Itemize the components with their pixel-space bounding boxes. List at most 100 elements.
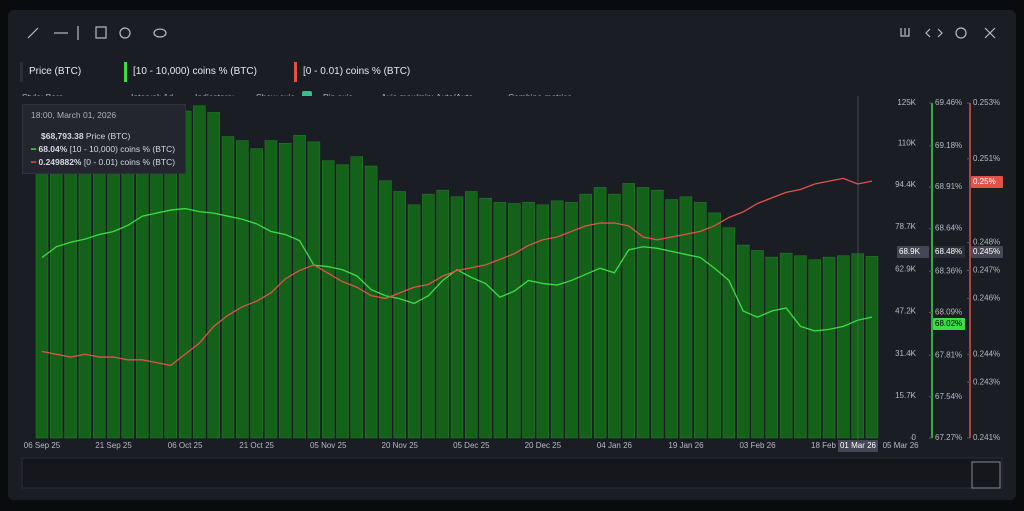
y-tick-label: 94.4K — [895, 180, 917, 189]
bar — [522, 201, 535, 439]
tab[interactable]: Price (BTC) — [20, 62, 81, 82]
y-tick-label: 68.91% — [935, 182, 962, 191]
bar — [107, 129, 120, 439]
bar — [765, 256, 779, 439]
bar — [679, 196, 693, 439]
y-tick-label: 0.241% — [973, 433, 1000, 442]
bar — [493, 201, 507, 439]
bar — [736, 244, 750, 439]
bar — [550, 200, 564, 439]
bar — [321, 160, 335, 439]
bar — [436, 189, 449, 439]
axis-marker — [933, 318, 965, 330]
tooltip-value: $68,793.38 — [41, 131, 84, 141]
y-tick-label: 68.36% — [935, 266, 962, 275]
bar — [350, 156, 364, 439]
y-tick-label: 68.09% — [935, 308, 962, 317]
tooltip-series: [0 - 0.01) coins % (BTC) — [83, 157, 176, 167]
bar — [422, 193, 435, 439]
bar — [379, 180, 392, 439]
x-tick-label: 06 Oct 25 — [168, 441, 203, 450]
x-tick-label: 21 Oct 25 — [239, 441, 274, 450]
y-tick-label: 0.246% — [973, 294, 1000, 303]
bar — [207, 112, 220, 439]
y-tick-label: 125K — [897, 98, 916, 107]
bar — [722, 227, 736, 439]
tooltip-row: ━ 68.04% [10 - 10,000) coins % (BTC) — [31, 144, 176, 154]
bar — [794, 255, 807, 439]
axis-marker-label: 0.245% — [973, 247, 1000, 256]
bar — [536, 204, 550, 439]
x-tick-label: 19 Jan 26 — [668, 441, 704, 450]
line — [41, 207, 873, 332]
x-tick-label: 20 Nov 25 — [382, 441, 419, 450]
bar — [708, 212, 721, 439]
tooltip-row: $68,793.38 Price (BTC) — [41, 131, 130, 141]
y-tick-label: 31.4K — [895, 349, 917, 358]
y-tick-label: 67.81% — [935, 351, 962, 360]
bar — [651, 189, 664, 439]
navigator-window — [971, 461, 1001, 489]
x-tick-label: 05 Mar 26 — [883, 441, 920, 450]
tooltip-value: 0.249882% — [38, 157, 82, 167]
bar — [608, 193, 621, 439]
bar — [851, 253, 864, 439]
y-tick-label: 69.18% — [935, 141, 962, 150]
bar — [508, 203, 521, 439]
y-tick-label: 0.251% — [973, 154, 1000, 163]
bar — [622, 183, 635, 439]
bar — [694, 201, 707, 439]
x-tick-label: 03 Feb 26 — [739, 441, 776, 450]
tab[interactable]: [0 - 0.01) coins % (BTC) — [294, 62, 410, 82]
axis-marker — [971, 246, 1003, 258]
bar — [479, 197, 492, 439]
x-tick-label: 21 Sep 25 — [95, 441, 132, 450]
x-tick-label: 20 Dec 25 — [525, 441, 562, 450]
y-tick-label: 47.2K — [895, 307, 917, 316]
y-tick-label: 67.54% — [935, 392, 962, 401]
y-tick-label: 0 — [912, 433, 917, 442]
bar — [665, 199, 678, 439]
bar — [751, 250, 764, 439]
navigator — [21, 457, 1003, 489]
tooltip-row: ━ 0.249882% [0 - 0.01) coins % (BTC) — [31, 157, 176, 167]
axis-marker-label: 68.9K — [899, 247, 921, 256]
bar — [121, 137, 135, 439]
tab[interactable]: [10 - 10,000) coins % (BTC) — [124, 62, 257, 82]
y-tick-label: 110K — [898, 138, 917, 147]
x-tick-label: 04 Jan 26 — [597, 441, 633, 450]
bar — [450, 196, 464, 439]
x-tick-label: 06 Sep 25 — [24, 441, 61, 450]
tooltip-series: Price (BTC) — [85, 131, 131, 141]
bar — [307, 141, 321, 439]
axis-marker-label: 68.02% — [935, 319, 962, 328]
y-tick-label: 0.247% — [973, 266, 1000, 275]
bar — [35, 140, 49, 439]
y-tick-label: 67.27% — [935, 433, 962, 442]
bar — [579, 193, 592, 439]
x-tick-label: 05 Nov 25 — [310, 441, 347, 450]
tooltip: 18:00, March 01, 2026 $68,793.38 Price (… — [22, 104, 186, 174]
bar — [865, 256, 879, 439]
axis-marker — [897, 246, 929, 258]
bar — [364, 165, 378, 439]
bar — [393, 191, 406, 439]
y-tick-label: 62.9K — [895, 265, 917, 274]
bar — [150, 137, 163, 439]
y-tick-label: 15.7K — [895, 391, 917, 400]
bar — [565, 201, 578, 439]
bar — [50, 128, 63, 439]
axis-marker-label: 68.48% — [935, 247, 962, 256]
line — [41, 177, 873, 367]
y-tick-label: 0.253% — [973, 98, 1000, 107]
tooltip-value: 68.04% — [38, 144, 68, 154]
y-tick-label: 78.7K — [895, 222, 917, 231]
crosshair-label: 01 Mar 26 — [840, 441, 877, 450]
y-tick-label: 68.64% — [935, 224, 962, 233]
bar — [236, 140, 249, 439]
bar — [636, 187, 650, 439]
x-tick-label: 05 Dec 25 — [453, 441, 490, 450]
bar — [264, 140, 278, 439]
bar — [336, 164, 349, 439]
